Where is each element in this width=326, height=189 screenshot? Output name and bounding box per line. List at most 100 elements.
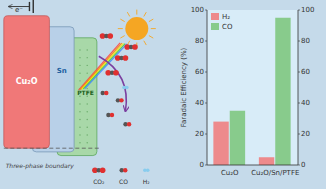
y2-tick — [298, 165, 300, 166]
co2-molecule — [107, 33, 113, 39]
reaction-arrow — [99, 56, 127, 111]
x-tick-label: Cu₂O/Sn/PTFE — [251, 169, 299, 177]
y2-tick — [298, 103, 300, 104]
y2-tick-label: 40 — [301, 99, 310, 107]
ptfe-dot — [79, 49, 80, 50]
y2-tick-label: 60 — [301, 68, 310, 76]
y2-tick — [298, 134, 300, 135]
co-molecule — [123, 168, 127, 172]
electron-label: e⁻ — [15, 6, 23, 14]
legend-label: CO — [222, 23, 233, 31]
light-beam — [83, 44, 125, 89]
ptfe-dot — [87, 96, 88, 97]
co-key-label: CO — [119, 178, 128, 185]
y-tick-label: 0 — [200, 161, 204, 169]
bar — [230, 111, 245, 165]
x-axis-line — [207, 165, 298, 166]
y-tick-label: 40 — [195, 99, 204, 107]
sn-label: Sn — [57, 67, 67, 75]
ptfe-dot — [87, 72, 88, 73]
y2-tick-label: 100 — [301, 6, 314, 14]
ptfe-dot — [87, 127, 88, 128]
sun-ray — [149, 19, 153, 22]
cu2o-label: Cu₂O — [16, 77, 38, 86]
y-tick-label: 100 — [191, 6, 204, 14]
y-tick-label: 20 — [195, 130, 204, 138]
chart: Cu₂O Sn PTFE Three-phase boundary e⁻ CO₂ CO H₂ 0… — [0, 0, 326, 189]
y2-tick — [298, 41, 300, 42]
capacitor-line — [33, 0, 34, 13]
y-tick — [205, 134, 207, 135]
co2-molecule — [113, 70, 119, 76]
ptfe-label: PTFE — [77, 89, 94, 96]
y-axis-label: Faradaic Efficiency (%) — [180, 47, 188, 127]
y2-axis-line — [298, 10, 299, 165]
sun-ray — [151, 28, 156, 29]
light-beam — [79, 43, 121, 90]
ptfe-dot — [79, 134, 80, 135]
y-tick-label: 60 — [195, 68, 204, 76]
boundary-line — [4, 148, 99, 149]
co-molecule — [127, 122, 131, 126]
ptfe-dot — [87, 134, 88, 135]
y-tick — [205, 41, 207, 42]
co2-molecule — [132, 44, 138, 50]
light-beam — [85, 44, 127, 89]
co-molecule — [119, 98, 123, 102]
ptfe-dot — [87, 119, 88, 120]
sun-ray — [144, 12, 147, 16]
legend: H₂ CO — [211, 13, 233, 31]
light-beam — [80, 43, 122, 90]
ptfe-dot — [79, 65, 80, 66]
light-beam — [82, 43, 124, 89]
ptfe-dot — [79, 119, 80, 120]
sun-ray — [144, 41, 147, 45]
y-axis-line — [207, 10, 208, 165]
legend-swatch — [211, 13, 219, 20]
y-tick-label: 80 — [195, 37, 204, 45]
ptfe-dot — [87, 65, 88, 66]
ptfe-dot — [79, 127, 80, 128]
background — [0, 0, 326, 189]
y-tick — [205, 10, 207, 11]
capacitor-line — [29, 2, 30, 11]
sun — [125, 17, 148, 40]
co2-molecule — [100, 167, 106, 173]
y2-tick-label: 20 — [301, 130, 310, 138]
legend-swatch — [211, 23, 219, 30]
ptfe-dot — [87, 49, 88, 50]
sun-ray — [149, 36, 153, 39]
ptfe-dot — [87, 142, 88, 143]
h2-key-label: H₂ — [143, 178, 151, 185]
sun-ray — [120, 19, 124, 22]
ptfe-dot — [79, 72, 80, 73]
ptfe-dot — [79, 80, 80, 81]
y-tick — [205, 103, 207, 104]
bar — [259, 157, 274, 165]
y2-tick-label: 80 — [301, 37, 310, 45]
y2-tick-label: 0 — [301, 161, 305, 169]
y2-tick — [298, 10, 300, 11]
y2-tick — [298, 72, 300, 73]
boundary-label: Three-phase boundary — [6, 162, 75, 170]
bar — [213, 122, 228, 165]
ptfe-dot — [79, 111, 80, 112]
bars — [213, 18, 290, 165]
ptfe-dot — [79, 103, 80, 104]
h2-molecule — [125, 86, 129, 90]
ptfe-dot — [87, 111, 88, 112]
y-tick — [205, 72, 207, 73]
ptfe-dot — [87, 103, 88, 104]
ptfe-dot — [79, 142, 80, 143]
cu2o-layer — [4, 16, 50, 148]
h2-molecule — [146, 168, 150, 172]
co2-key-label: CO₂ — [93, 178, 105, 185]
legend-label: H₂ — [222, 13, 230, 21]
bar — [275, 18, 290, 165]
schematic: Cu₂O Sn PTFE Three-phase boundary e⁻ CO₂ CO H₂ — [4, 0, 156, 185]
co-molecule — [104, 91, 108, 95]
x-tick-label: Cu₂O — [221, 169, 239, 177]
co-molecule — [110, 113, 114, 117]
ptfe-dot — [87, 57, 88, 58]
sun-ray — [118, 28, 123, 29]
